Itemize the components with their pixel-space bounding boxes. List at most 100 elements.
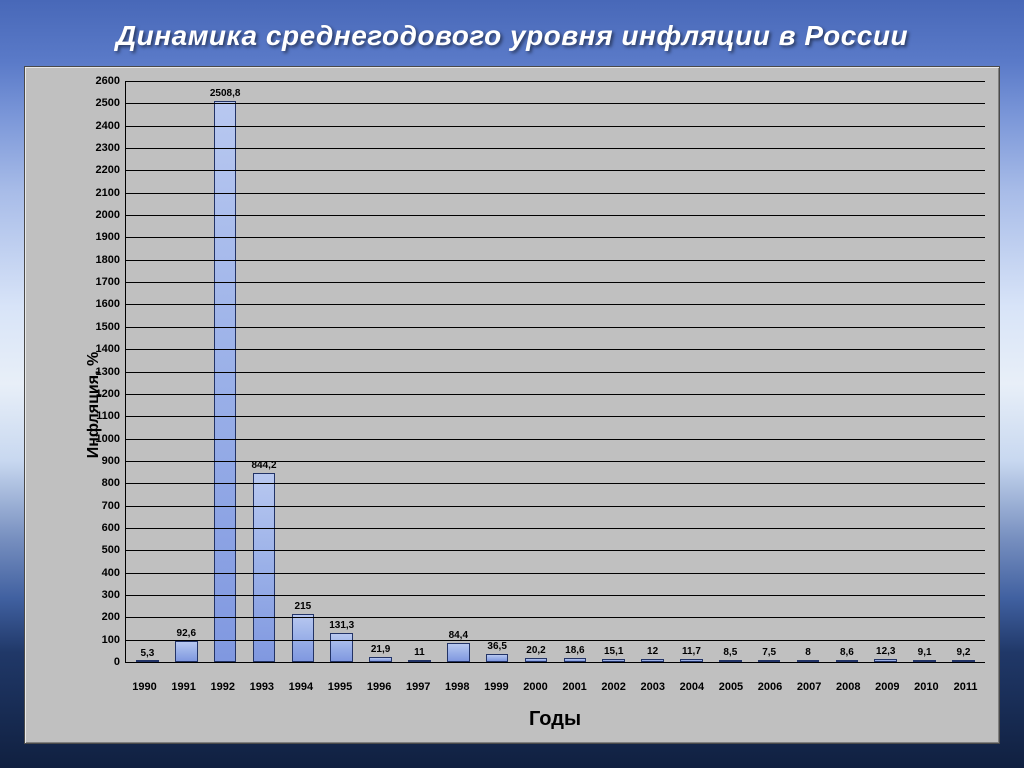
bar — [952, 660, 975, 662]
bar-value-label: 11,7 — [682, 646, 701, 657]
plot-area: 5,392,62508,8844,2215131,321,91184,436,5… — [125, 81, 985, 663]
x-tick: 1995 — [320, 681, 359, 693]
bar-value-label: 8,6 — [840, 647, 854, 658]
bar-value-label: 9,1 — [918, 647, 932, 658]
x-tick: 1991 — [164, 681, 203, 693]
bar — [447, 643, 470, 662]
bar-value-label: 8 — [805, 647, 811, 658]
x-tick: 1996 — [360, 681, 399, 693]
x-tick: 1997 — [399, 681, 438, 693]
gridline — [126, 394, 985, 395]
gridline — [126, 550, 985, 551]
bar-value-label: 18,6 — [565, 645, 584, 656]
bar — [680, 659, 703, 662]
x-tick: 2011 — [946, 681, 985, 693]
gridline — [126, 617, 985, 618]
y-tick: 1000 — [96, 433, 126, 445]
y-tick: 2400 — [96, 120, 126, 132]
bar — [253, 473, 276, 662]
bar — [292, 614, 315, 662]
bar — [214, 101, 237, 662]
y-tick: 2300 — [96, 142, 126, 154]
gridline — [126, 416, 985, 417]
gridline — [126, 640, 985, 641]
y-tick: 2600 — [96, 75, 126, 87]
gridline — [126, 282, 985, 283]
y-tick: 2100 — [96, 187, 126, 199]
y-tick: 500 — [102, 544, 126, 556]
bar-value-label: 12 — [647, 646, 658, 657]
x-tick: 2007 — [790, 681, 829, 693]
y-tick: 600 — [102, 522, 126, 534]
x-tick: 2010 — [907, 681, 946, 693]
bar-value-label: 20,2 — [526, 645, 545, 656]
bar-value-label: 21,9 — [371, 644, 390, 655]
x-tick: 2003 — [633, 681, 672, 693]
bar-value-label: 131,3 — [329, 620, 354, 631]
y-tick: 100 — [102, 634, 126, 646]
x-tick: 2008 — [829, 681, 868, 693]
gridline — [126, 528, 985, 529]
gridline — [126, 573, 985, 574]
y-tick: 2500 — [96, 97, 126, 109]
y-tick: 400 — [102, 567, 126, 579]
gridline — [126, 439, 985, 440]
x-tick: 2000 — [516, 681, 555, 693]
y-tick: 1100 — [96, 410, 126, 422]
bar-value-label: 2508,8 — [210, 88, 241, 99]
gridline — [126, 148, 985, 149]
bar — [797, 660, 820, 662]
bar-value-label: 215 — [295, 601, 312, 612]
gridline — [126, 506, 985, 507]
bar-value-label: 9,2 — [957, 647, 971, 658]
bar-value-label: 36,5 — [487, 641, 506, 652]
x-tick: 1998 — [438, 681, 477, 693]
bar — [330, 633, 353, 662]
gridline — [126, 237, 985, 238]
gridline — [126, 304, 985, 305]
chart-container: Инфляция, % 5,392,62508,8844,2215131,321… — [24, 66, 1000, 744]
slide: Динамика среднегодового уровня инфляции … — [0, 0, 1024, 768]
gridline — [126, 483, 985, 484]
page-title: Динамика среднегодового уровня инфляции … — [24, 20, 1000, 52]
bar — [758, 660, 781, 662]
y-tick: 1200 — [96, 388, 126, 400]
bar — [874, 659, 897, 662]
bar — [836, 660, 859, 662]
gridline — [126, 193, 985, 194]
gridline — [126, 327, 985, 328]
y-tick: 300 — [102, 589, 126, 601]
x-tick: 1993 — [242, 681, 281, 693]
x-tick: 2009 — [868, 681, 907, 693]
y-tick: 1700 — [96, 276, 126, 288]
y-tick: 800 — [102, 477, 126, 489]
bar — [369, 657, 392, 662]
bar-value-label: 5,3 — [140, 648, 154, 659]
x-tick: 2005 — [711, 681, 750, 693]
y-tick: 1600 — [96, 298, 126, 310]
bar-value-label: 15,1 — [604, 646, 623, 657]
bar — [525, 658, 548, 663]
gridline — [126, 461, 985, 462]
gridline — [126, 103, 985, 104]
bar — [486, 654, 509, 662]
x-tick: 2001 — [555, 681, 594, 693]
bar — [719, 660, 742, 662]
y-tick: 1300 — [96, 366, 126, 378]
y-tick: 1500 — [96, 321, 126, 333]
gridline — [126, 260, 985, 261]
gridline — [126, 595, 985, 596]
y-tick: 900 — [102, 455, 126, 467]
y-tick: 1800 — [96, 254, 126, 266]
bar-value-label: 7,5 — [762, 647, 776, 658]
y-tick: 200 — [102, 611, 126, 623]
x-tick: 2002 — [594, 681, 633, 693]
gridline — [126, 349, 985, 350]
x-tick: 1999 — [477, 681, 516, 693]
gridline — [126, 170, 985, 171]
gridline — [126, 372, 985, 373]
bar — [175, 641, 198, 662]
x-tick: 1994 — [281, 681, 320, 693]
bar — [913, 660, 936, 662]
x-tick: 1990 — [125, 681, 164, 693]
